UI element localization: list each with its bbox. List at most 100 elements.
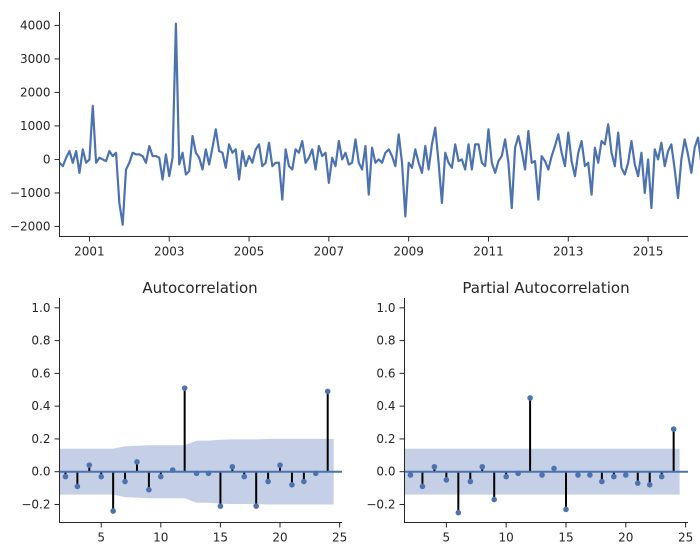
- acf-y-tick-label: 0.0: [31, 465, 50, 479]
- acf-x-tick-label: 25: [332, 531, 347, 545]
- pacf-y-tick-label: 0.6: [376, 366, 395, 380]
- ts-x-tick-label: 2015: [633, 245, 664, 259]
- acf-y-tick-label: −0.2: [21, 497, 50, 511]
- ts-y-tick-label: −1000: [10, 186, 51, 200]
- pacf-point: [575, 472, 581, 478]
- acf-point: [86, 462, 93, 468]
- pacf-x-tick-label: 20: [618, 531, 633, 545]
- acf-point: [277, 462, 283, 468]
- acf-x-tick-label: 20: [272, 531, 287, 545]
- ts-x-tick-label: 2011: [473, 245, 504, 259]
- pacf-point: [611, 473, 617, 480]
- acf-y-tick-label: 0.4: [31, 399, 50, 413]
- pacf-point: [587, 472, 593, 478]
- pacf-y-tick-label: 0.4: [376, 399, 395, 413]
- pacf-point: [539, 472, 545, 478]
- time-series-line: [58, 22, 700, 226]
- acf-point: [241, 473, 248, 480]
- acf-y-tick-label: 0.2: [31, 432, 50, 446]
- pacf-y-tick-label: 0.2: [376, 432, 395, 446]
- pacf-point: [551, 465, 557, 472]
- pacf-point: [419, 483, 426, 490]
- pacf-point: [515, 470, 521, 477]
- ts-y-tick-label: 1000: [20, 119, 51, 133]
- acf-point: [134, 459, 140, 465]
- acf-point: [122, 478, 128, 485]
- acf-x-tick-label: 5: [97, 531, 105, 545]
- acf-point: [217, 503, 224, 509]
- acf-point: [62, 473, 69, 480]
- pacf-point: [491, 496, 498, 503]
- pacf-y-ticks: −0.2 0.0 0.2 0.4 0.6 0.8 1.0: [366, 301, 405, 511]
- ts-y-tick-label: −2000: [10, 219, 51, 233]
- time-series-x-ticks: 2001 2003 2005 2007 2009 2011 2013 2015: [74, 236, 664, 259]
- pacf-point: [670, 426, 677, 432]
- pacf-point: [646, 482, 653, 488]
- ts-x-tick-label: 2001: [74, 245, 105, 259]
- ts-x-tick-label: 2007: [314, 245, 345, 259]
- acf-title: Autocorrelation: [142, 279, 257, 297]
- acf-point: [265, 478, 271, 485]
- pacf-point: [479, 463, 486, 470]
- acf-x-tick-label: 10: [153, 531, 168, 545]
- acf-y-tick-label: 0.6: [31, 366, 50, 380]
- acf-y-ticks: −0.2 0.0 0.2 0.4 0.6 0.8 1.0: [21, 301, 60, 511]
- pacf-x-ticks: 5 10 15 20 25: [443, 522, 693, 545]
- time-series-panel: 2001 2003 2005 2007 2009 2011 2013 2015 −2000 −1…: [10, 12, 700, 259]
- pacf-x-tick-label: 15: [558, 531, 573, 545]
- acf-point: [205, 470, 212, 477]
- pacf-points: [407, 395, 677, 516]
- ts-x-tick-label: 2003: [154, 245, 185, 259]
- pacf-point: [431, 463, 438, 470]
- pacf-point: [658, 473, 665, 480]
- acf-y-tick-label: 0.8: [31, 334, 50, 348]
- acf-point: [253, 503, 259, 509]
- time-series-y-ticks: −2000 −1000 0 1000 2000 3000 4000: [10, 18, 60, 233]
- pacf-x-tick-label: 10: [499, 531, 514, 545]
- pacf-point: [467, 478, 474, 485]
- pacf-point: [455, 509, 462, 516]
- pacf-y-tick-label: 0.0: [376, 465, 395, 479]
- acf-point: [110, 508, 116, 514]
- pacf-point: [563, 506, 569, 513]
- pacf-point: [622, 472, 629, 478]
- acf-point: [312, 470, 319, 477]
- ts-x-tick-label: 2009: [393, 245, 424, 259]
- acf-point: [324, 388, 331, 395]
- acf-point: [74, 483, 81, 490]
- ts-y-tick-label: 4000: [20, 18, 51, 32]
- ts-y-tick-label: 2000: [20, 85, 51, 99]
- acf-point: [169, 467, 176, 473]
- acf-x-tick-label: 15: [213, 531, 228, 545]
- acf-x-ticks: 5 10 15 20 25: [97, 522, 347, 545]
- acf-panel: Autocorrelation 5 10 15 20 25 −0.2 0.0 0.2 0.4 0…: [21, 279, 347, 545]
- pacf-y-tick-label: 0.8: [376, 334, 395, 348]
- pacf-panel: Partial Autocorrelation 5 10 15 20 25 −0.2 0.…: [366, 279, 693, 545]
- pacf-title: Partial Autocorrelation: [462, 279, 629, 297]
- acf-point: [98, 473, 105, 480]
- pacf-x-tick-label: 5: [443, 531, 451, 545]
- ts-y-tick-label: 3000: [20, 52, 51, 66]
- pacf-point: [503, 473, 509, 480]
- ts-x-tick-label: 2005: [234, 245, 265, 259]
- pacf-point: [443, 477, 450, 483]
- ts-x-tick-label: 2013: [553, 245, 584, 259]
- acf-point: [229, 463, 236, 470]
- acf-point: [301, 478, 307, 485]
- pacf-point: [407, 472, 414, 478]
- pacf-point: [599, 478, 605, 485]
- acf-point: [289, 482, 295, 488]
- acf-point: [181, 385, 188, 391]
- acf-y-tick-label: 1.0: [31, 301, 50, 315]
- acf-point: [193, 470, 200, 477]
- acf-point: [146, 486, 152, 493]
- ts-y-tick-label: 0: [43, 152, 51, 166]
- pacf-y-tick-label: −0.2: [366, 497, 395, 511]
- pacf-y-tick-label: 1.0: [376, 301, 395, 315]
- pacf-x-tick-label: 25: [678, 531, 693, 545]
- acf-points: [62, 385, 331, 514]
- pacf-point: [527, 395, 533, 401]
- pacf-point: [634, 480, 641, 486]
- acf-point: [158, 473, 164, 480]
